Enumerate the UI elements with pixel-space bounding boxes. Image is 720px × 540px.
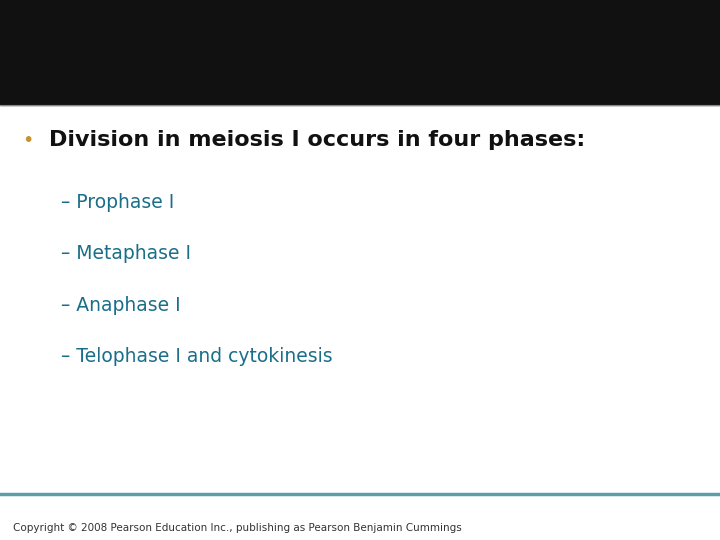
Text: – Prophase I: – Prophase I xyxy=(61,193,174,212)
Text: – Metaphase I: – Metaphase I xyxy=(61,244,192,264)
Text: – Anaphase I: – Anaphase I xyxy=(61,295,181,315)
Text: Copyright © 2008 Pearson Education Inc., publishing as Pearson Benjamin Cummings: Copyright © 2008 Pearson Education Inc.,… xyxy=(13,523,462,533)
Text: – Telophase I and cytokinesis: – Telophase I and cytokinesis xyxy=(61,347,333,366)
Text: •: • xyxy=(22,131,33,150)
Text: Division in meiosis I occurs in four phases:: Division in meiosis I occurs in four pha… xyxy=(49,130,585,151)
Bar xyxy=(0,0,720,105)
